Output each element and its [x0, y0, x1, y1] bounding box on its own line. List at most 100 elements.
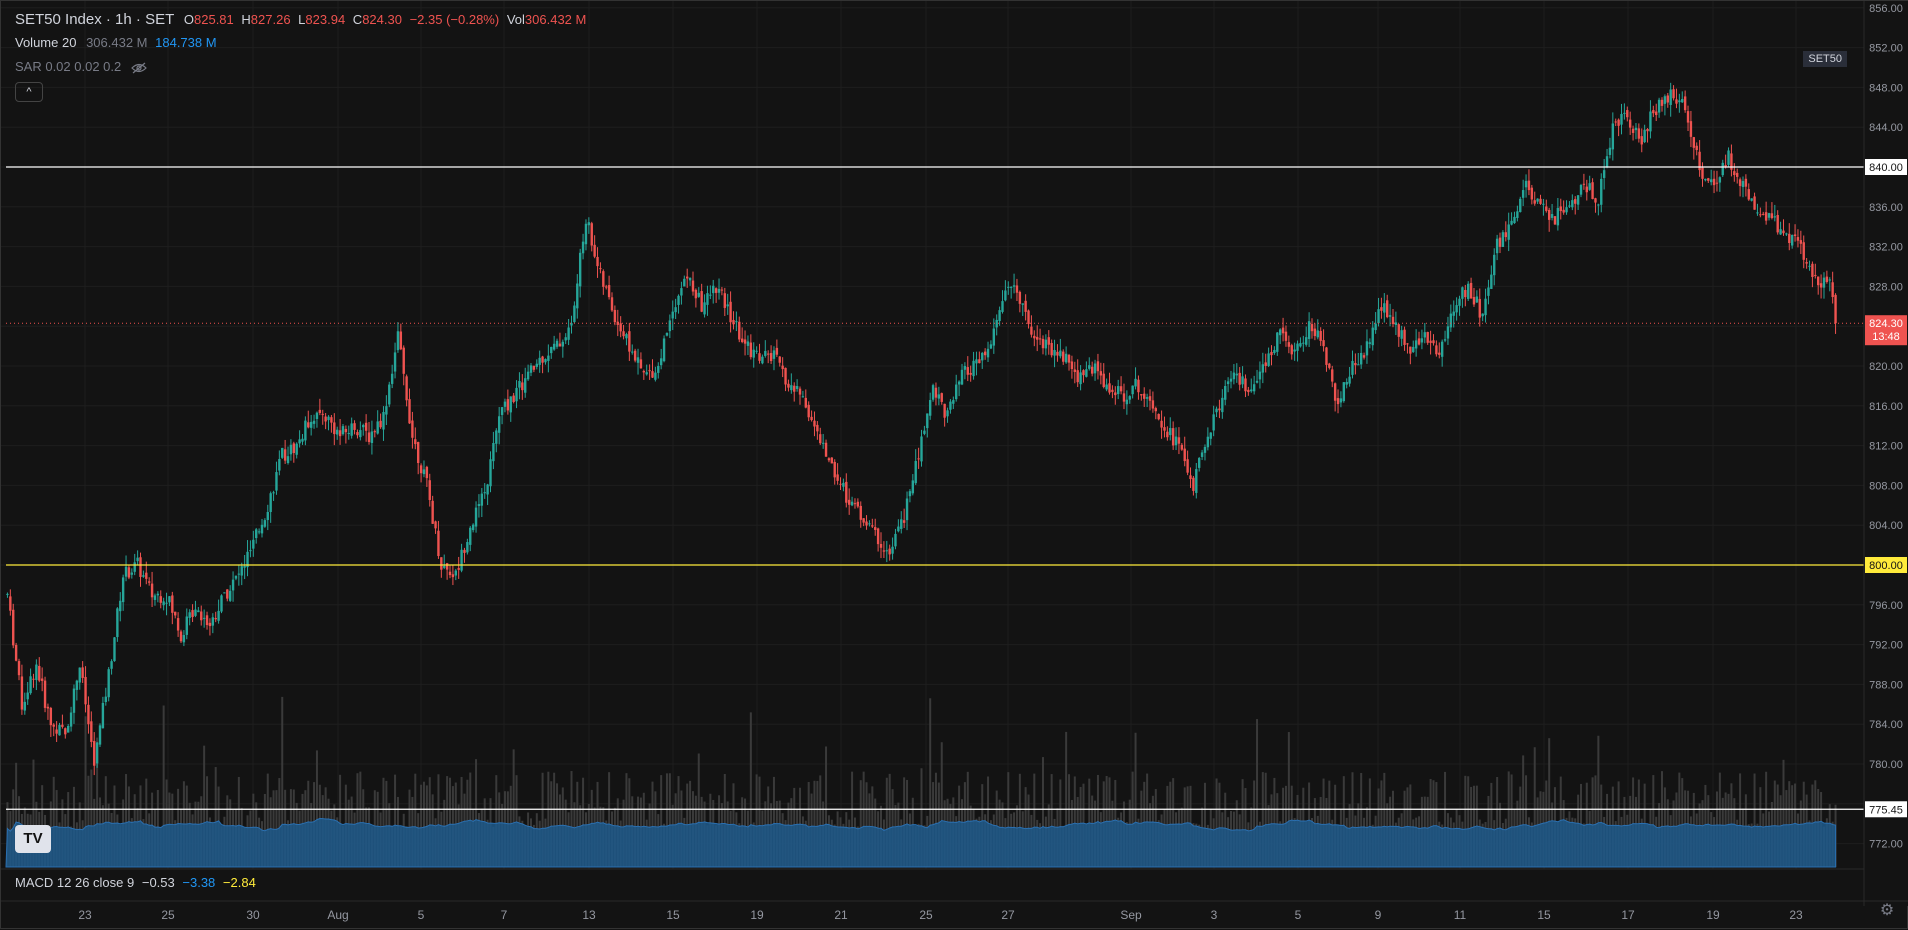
time-tick: 23 [1789, 908, 1803, 922]
candle-body [1475, 296, 1479, 303]
volume-bar [145, 778, 148, 867]
candle-body [66, 726, 70, 733]
candle-body [1588, 183, 1591, 190]
candle-body [790, 385, 793, 391]
gear-icon[interactable]: ⚙ [1879, 902, 1895, 919]
candle-body [506, 399, 510, 411]
volume-indicator-legend[interactable]: Volume 20 306.432 M 184.738 M [15, 35, 217, 50]
candle-body [1834, 294, 1837, 324]
candle-body [136, 557, 139, 562]
candle-body [738, 321, 741, 340]
candle-body [448, 571, 452, 576]
eye-off-icon[interactable] [131, 59, 147, 74]
candle-body [966, 367, 969, 375]
volume-bar [515, 775, 518, 867]
candle-body [1793, 234, 1797, 237]
volume-bar [1241, 779, 1244, 867]
candle-body [1698, 151, 1701, 171]
time-axis: 23 25 30 Aug 5 7 13 15 19 21 25 27 Sep 3 5 9 11 15 17 19 23 [78, 908, 1803, 922]
volume-bar [165, 779, 168, 867]
candle-body [390, 373, 394, 384]
price-tick: 832.00 [1869, 242, 1903, 254]
grid-lines [1, 1, 1864, 869]
candle-body [437, 530, 440, 557]
candle-body [116, 608, 119, 638]
candle-body [743, 339, 747, 344]
candle-body [344, 428, 348, 433]
candle-body [1406, 343, 1409, 345]
candle-body [1200, 452, 1204, 457]
volume-bar [1773, 780, 1776, 867]
volume-bar [888, 773, 891, 867]
candle-body [972, 360, 975, 377]
candles [6, 82, 1837, 776]
candle-body [402, 347, 405, 374]
sar-indicator-legend[interactable]: SAR 0.02 0.02 0.2 [15, 59, 147, 74]
candle-body [43, 680, 47, 708]
candle-body [1484, 298, 1487, 316]
candle-body [1009, 286, 1013, 288]
tradingview-logo[interactable]: TV [15, 825, 51, 853]
volume-bar [576, 781, 579, 867]
candle-body [454, 570, 457, 576]
candle-body [1472, 297, 1476, 305]
candle-body [382, 411, 385, 430]
candle-body [95, 742, 99, 764]
volume-bar [449, 777, 452, 867]
candle-body [1782, 230, 1785, 234]
candle-body [1177, 437, 1181, 444]
volume-bar [940, 742, 943, 867]
candle-body [1799, 240, 1803, 244]
candle-body [521, 382, 524, 391]
candle-body [1368, 342, 1372, 344]
candle-body [1429, 340, 1432, 343]
volume-bar [394, 774, 397, 867]
candle-body [1325, 347, 1328, 365]
candle-body [1183, 448, 1186, 462]
symbol-title[interactable]: SET50 Index · 1h · SET [15, 11, 175, 28]
candle-body [379, 420, 382, 428]
candle-body [200, 611, 203, 621]
candle-body [1707, 178, 1710, 181]
candle-body [1660, 99, 1664, 106]
candle-body [697, 292, 700, 297]
volume-bar [1096, 774, 1099, 867]
volume-bar [660, 775, 663, 867]
volume-bar [1287, 732, 1290, 867]
volume-bar [1432, 780, 1435, 867]
candle-body [321, 413, 324, 415]
time-tick: 5 [1295, 908, 1302, 922]
candle-body [1305, 337, 1308, 345]
time-tick: 9 [1375, 908, 1382, 922]
volume-bar [987, 776, 990, 867]
candle-body [662, 338, 666, 362]
candle-body [1571, 200, 1574, 208]
collapse-legend-button[interactable]: ^ [15, 82, 43, 102]
price-tick: 780.00 [1869, 759, 1903, 771]
candle-body [564, 337, 567, 341]
candle-body [775, 347, 779, 355]
candle-body [1649, 111, 1652, 132]
candle-body [1730, 153, 1733, 170]
candle-body [1053, 350, 1056, 356]
candle-body [72, 688, 76, 713]
volume-bar [96, 737, 99, 867]
time-tick: 15 [666, 908, 680, 922]
volume-bar [1594, 775, 1597, 867]
volume-bar [420, 784, 423, 867]
candle-body [165, 602, 168, 604]
candle-body [651, 371, 654, 378]
candle-body [619, 323, 622, 332]
candle-body [1169, 428, 1172, 436]
candle-body [1556, 207, 1560, 226]
candle-body [1143, 393, 1146, 399]
candle-body [1056, 351, 1059, 356]
candle-body [862, 518, 865, 523]
candle-body [908, 491, 912, 497]
volume-bar [859, 780, 862, 867]
volume-bar [668, 773, 671, 867]
candle-body [312, 420, 316, 424]
candle-body [914, 460, 917, 484]
macd-legend[interactable]: MACD 12 26 close 9 −0.53 −3.38 −2.84 [15, 875, 256, 890]
